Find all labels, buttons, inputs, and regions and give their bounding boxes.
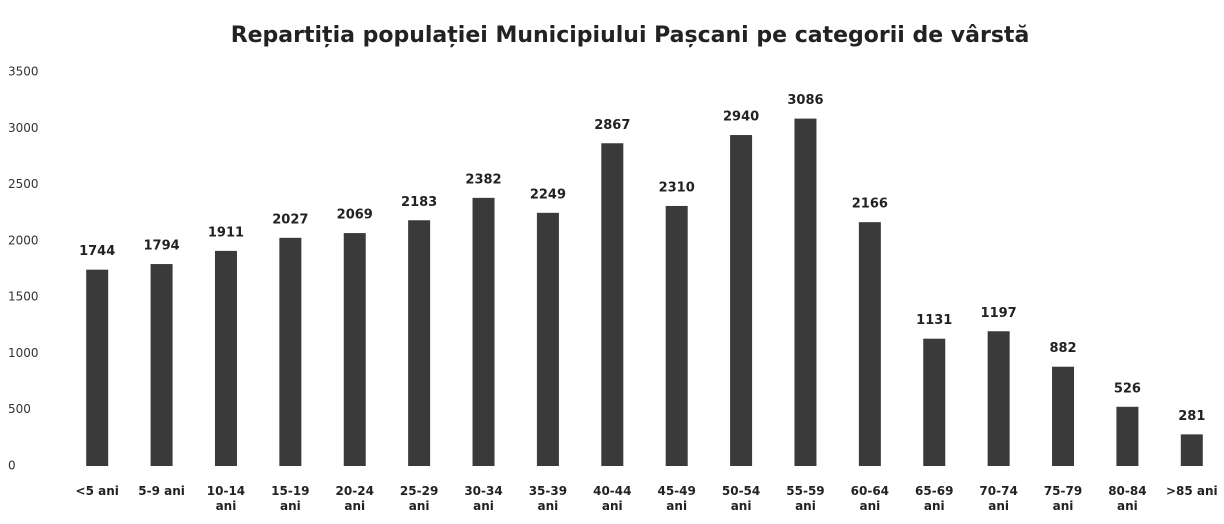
value-label: 2027 (272, 212, 308, 227)
value-label: 1744 (79, 244, 115, 259)
bar (923, 338, 946, 466)
bar (472, 197, 495, 466)
y-tick-label: 0 (8, 459, 16, 473)
bar (536, 212, 559, 466)
y-tick-label: 500 (8, 402, 31, 416)
x-tick-label: 35-39 ani (528, 484, 568, 513)
bar (665, 205, 688, 466)
bar (1116, 406, 1139, 466)
y-tick-label: 1000 (8, 346, 39, 360)
x-tick-label: <5 ani (75, 484, 119, 498)
y-tick-label: 1500 (8, 290, 39, 304)
x-tick-label: 5-9 ani (138, 484, 185, 498)
bar (794, 118, 817, 467)
x-tick-label: 25-29 ani (399, 484, 439, 513)
value-label: 882 (1049, 341, 1076, 356)
x-tick-label: 80-84 ani (1108, 484, 1147, 513)
value-label: 1911 (208, 225, 244, 240)
value-label: 2069 (337, 208, 373, 223)
x-tick-label: 15-19 ani (271, 484, 310, 513)
y-tick-label: 2000 (8, 233, 39, 247)
bar (150, 264, 173, 466)
value-label: 3086 (787, 93, 823, 108)
x-tick-label: 20-24 ani (335, 484, 374, 513)
x-tick-label: 55-59 ani (786, 484, 825, 513)
value-label: 2166 (852, 197, 888, 212)
value-label: 2382 (465, 172, 501, 187)
x-tick-label: 65-69 ani (915, 484, 954, 513)
bar (987, 331, 1010, 466)
bar (86, 269, 109, 466)
x-tick-label: 75-79 ani (1043, 484, 1083, 513)
y-tick-label: 2500 (8, 177, 39, 191)
bar (1052, 366, 1075, 466)
x-tick-label: 40-44 ani (593, 484, 632, 513)
bar (730, 135, 753, 467)
bar (343, 233, 366, 466)
bar (858, 222, 881, 466)
bar (601, 143, 624, 466)
value-label: 1197 (981, 306, 1017, 321)
value-label: 2867 (594, 118, 630, 133)
bar (214, 250, 237, 466)
value-label: 526 (1114, 381, 1141, 396)
x-tick-label: 10-14 ani (206, 484, 246, 513)
x-tick-label: 45-49 ani (657, 484, 696, 513)
y-tick-label: 3500 (8, 65, 39, 79)
x-tick-label: >85 ani (1165, 484, 1218, 498)
bar (279, 237, 302, 466)
value-label: 2183 (401, 195, 437, 210)
value-label: 2310 (659, 180, 695, 195)
y-tick-label: 3000 (8, 121, 39, 135)
x-tick-label: 50-54 ani (721, 484, 761, 513)
x-tick-label: 60-64 ani (850, 484, 890, 513)
value-label: 2940 (723, 110, 759, 125)
value-label: 281 (1178, 409, 1205, 424)
x-tick-label: 30-34 ani (464, 484, 503, 513)
chart-title: Repartiția populației Municipiului Pașca… (231, 23, 1030, 48)
x-tick-label: 70-74 ani (979, 484, 1018, 513)
bar (1180, 434, 1203, 466)
value-label: 1131 (916, 313, 952, 328)
value-label: 1794 (143, 239, 179, 254)
value-label: 2249 (530, 187, 566, 202)
bar (408, 220, 431, 466)
